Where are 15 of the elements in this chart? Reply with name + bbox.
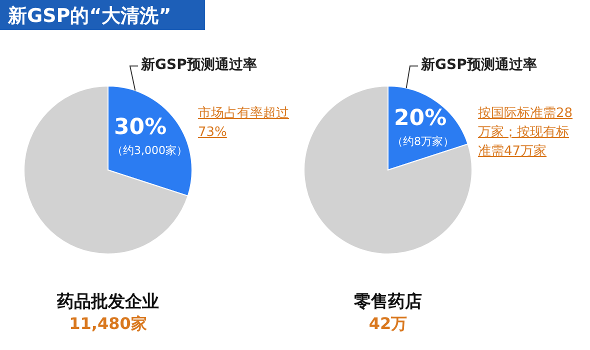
text: 市场占有率超过73% bbox=[198, 105, 290, 142]
pie-slice bbox=[24, 86, 188, 254]
text: （约8万家） bbox=[392, 134, 454, 150]
pie-slice bbox=[304, 86, 472, 254]
text: （约3,000家） bbox=[112, 143, 188, 158]
data-label: 20% bbox=[394, 106, 447, 132]
chart-title: 新GSP的“大清洗” bbox=[8, 4, 172, 29]
text: 零售药店 bbox=[353, 291, 423, 313]
data-label: 30% bbox=[114, 115, 167, 140]
text: 42万 bbox=[368, 314, 408, 335]
text: 按国际标准需28万家；按现有标准需47万家 bbox=[478, 105, 574, 161]
slice-label: 新GSP预测通过率 bbox=[141, 56, 257, 74]
slice-label: 新GSP预测通过率 bbox=[421, 56, 537, 74]
text: 药品批发企业 bbox=[56, 291, 160, 313]
text: 11,480家 bbox=[68, 314, 148, 335]
